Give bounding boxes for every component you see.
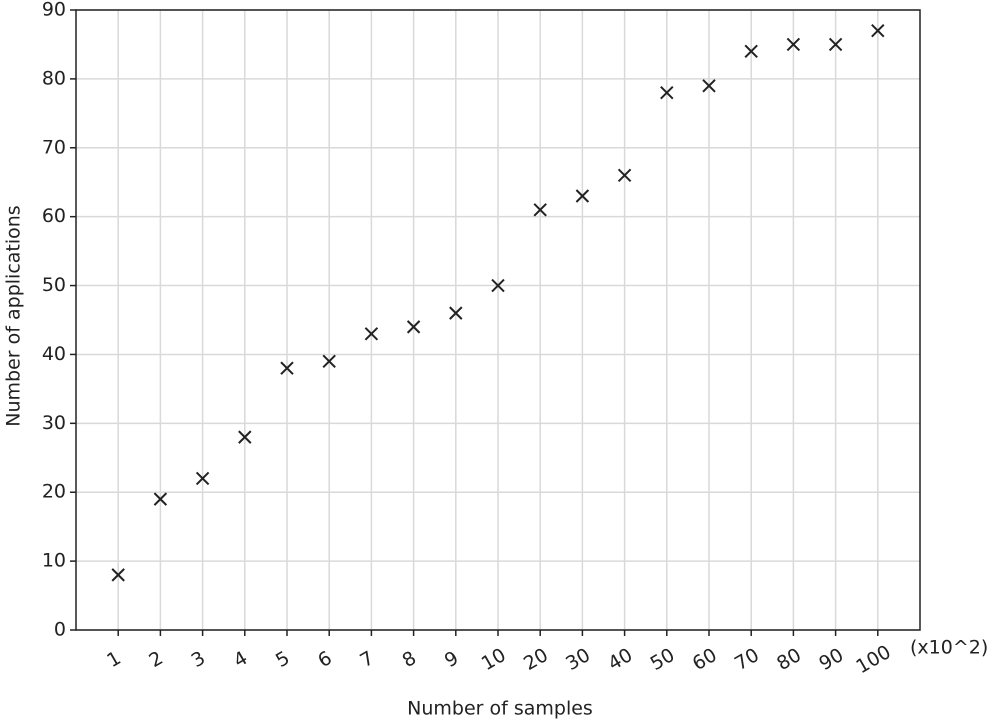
x-tick-label: 100 — [852, 641, 894, 678]
marker — [153, 492, 168, 506]
x-tick-label: 10 — [478, 644, 510, 675]
y-tick-label: 50 — [42, 274, 66, 296]
x-axis-label: Number of samples — [407, 698, 593, 720]
x-tick-label: 70 — [731, 644, 763, 675]
marker — [406, 320, 421, 334]
x-tick-label: 4 — [230, 647, 251, 672]
marker — [322, 354, 336, 369]
marker — [702, 79, 716, 93]
x-tick-label: 20 — [520, 644, 552, 675]
marker — [111, 568, 125, 582]
x-tick-label: 50 — [647, 644, 679, 675]
y-tick-label: 70 — [42, 136, 66, 158]
marker — [280, 361, 294, 375]
x-tick-label: 40 — [604, 644, 636, 675]
y-tick-label: 40 — [42, 343, 66, 365]
marker — [238, 430, 252, 444]
y-tick-label: 80 — [42, 67, 66, 89]
x-tick-label: 3 — [188, 647, 209, 672]
x-tick-label: 2 — [145, 647, 166, 672]
marker — [449, 306, 463, 320]
marker — [828, 37, 843, 52]
marker — [364, 327, 379, 341]
marker — [575, 189, 590, 203]
x-tick-label: 5 — [272, 647, 293, 672]
x-unit-note: (x10^2) — [910, 637, 988, 659]
y-tick-label: 0 — [54, 619, 66, 641]
x-tick-label: 8 — [399, 647, 420, 672]
y-tick-label: 30 — [42, 412, 66, 434]
y-tick-label: 20 — [42, 481, 66, 503]
x-tick-label: 60 — [689, 644, 721, 675]
y-tick-label: 60 — [42, 205, 66, 227]
x-tick-label: 7 — [356, 647, 377, 672]
marker — [660, 85, 674, 100]
x-tick-label: 9 — [441, 647, 462, 672]
x-tick-label: 1 — [103, 647, 124, 672]
marker — [744, 44, 758, 59]
marker — [871, 23, 885, 38]
marker — [786, 37, 801, 52]
marker — [195, 471, 210, 486]
y-axis-label: Number of applications — [3, 205, 25, 426]
x-tick-label: 80 — [773, 644, 805, 675]
x-tick-label: 30 — [562, 644, 594, 675]
x-tick-label: 90 — [815, 644, 847, 675]
y-tick-label: 90 — [42, 0, 66, 21]
y-tick-label: 10 — [42, 550, 66, 572]
marker — [491, 278, 505, 293]
marker — [533, 203, 547, 217]
marker — [617, 168, 632, 183]
x-tick-label: 6 — [314, 647, 335, 672]
